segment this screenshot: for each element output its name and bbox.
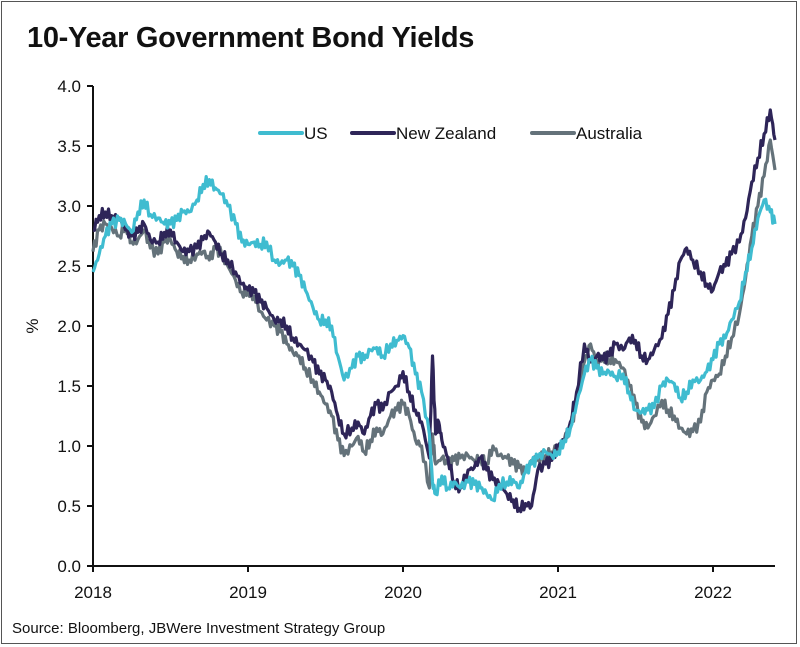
y-tick-label: 4.0 <box>57 77 81 96</box>
x-ticks: 2018 2019 2020 2021 2022 <box>74 566 732 602</box>
series-line-us <box>91 175 777 503</box>
x-tick-label: 2021 <box>539 583 577 602</box>
y-tick-label: 1.0 <box>57 437 81 456</box>
legend-label: New Zealand <box>396 124 496 143</box>
legend: US New Zealand Australia <box>258 124 643 143</box>
y-tick-label: 1.5 <box>57 377 81 396</box>
series-line-new-zealand <box>92 108 777 514</box>
y-tick-label: 3.5 <box>57 137 81 156</box>
y-ticks: 0.0 0.5 1.0 1.5 2.0 2.5 3.0 3.5 4.0 <box>57 77 93 576</box>
y-tick-label: 3.0 <box>57 197 81 216</box>
y-tick-label: 0.0 <box>57 557 81 576</box>
x-tick-label: 2022 <box>694 583 732 602</box>
series-line-australia <box>91 138 777 490</box>
y-tick-label: 2.0 <box>57 317 81 336</box>
source-note: Source: Bloomberg, JBWere Investment Str… <box>12 620 386 637</box>
y-tick-label: 0.5 <box>57 497 81 516</box>
legend-label: US <box>304 124 328 143</box>
chart-title: 10-Year Government Bond Yields <box>27 22 475 54</box>
y-tick-label: 2.5 <box>57 257 81 276</box>
series-group <box>91 108 777 514</box>
x-tick-label: 2020 <box>384 583 422 602</box>
legend-label: Australia <box>576 124 643 143</box>
x-tick-label: 2019 <box>229 583 267 602</box>
y-axis-label: % <box>23 318 42 333</box>
x-tick-label: 2018 <box>74 583 112 602</box>
